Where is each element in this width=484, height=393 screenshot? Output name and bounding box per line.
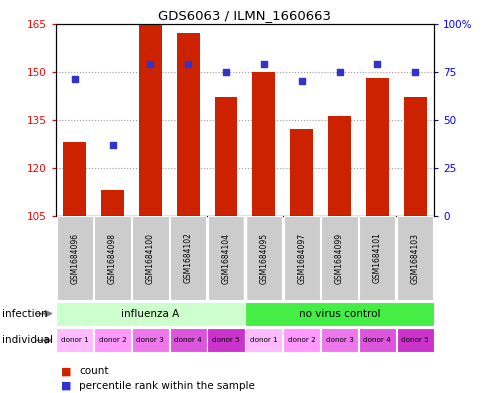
Point xyxy=(410,68,418,75)
Text: count: count xyxy=(79,366,108,376)
Text: donor 4: donor 4 xyxy=(174,337,202,343)
Text: no virus control: no virus control xyxy=(298,309,379,319)
Bar xyxy=(57,216,92,300)
Bar xyxy=(177,33,199,216)
Bar xyxy=(403,97,425,216)
Bar xyxy=(252,72,274,216)
Point xyxy=(373,61,380,67)
Bar xyxy=(63,142,86,216)
Bar xyxy=(207,328,244,353)
Text: individual: individual xyxy=(2,335,53,345)
Text: percentile rank within the sample: percentile rank within the sample xyxy=(79,381,255,391)
Point xyxy=(71,76,78,83)
Bar xyxy=(396,328,433,353)
Title: GDS6063 / ILMN_1660663: GDS6063 / ILMN_1660663 xyxy=(158,9,331,22)
Text: donor 3: donor 3 xyxy=(325,337,353,343)
Text: influenza A: influenza A xyxy=(121,309,179,319)
Text: donor 2: donor 2 xyxy=(98,337,126,343)
Bar xyxy=(328,116,350,216)
Text: GSM1684103: GSM1684103 xyxy=(410,233,419,283)
Bar xyxy=(245,328,282,353)
Text: donor 5: donor 5 xyxy=(212,337,240,343)
Point xyxy=(146,61,154,67)
Point xyxy=(335,68,343,75)
Bar xyxy=(208,216,243,300)
Text: ■: ■ xyxy=(60,366,71,376)
Bar xyxy=(321,216,357,300)
Bar xyxy=(101,190,123,216)
Text: donor 4: donor 4 xyxy=(363,337,391,343)
Bar xyxy=(396,216,432,300)
Text: infection: infection xyxy=(2,309,48,319)
Bar xyxy=(169,328,206,353)
Text: donor 1: donor 1 xyxy=(60,337,89,343)
Bar xyxy=(245,216,281,300)
Point xyxy=(297,78,305,84)
Bar xyxy=(320,328,357,353)
Bar xyxy=(365,78,388,216)
Bar xyxy=(283,328,319,353)
Bar xyxy=(283,216,319,300)
Bar xyxy=(214,97,237,216)
Text: GSM1684100: GSM1684100 xyxy=(146,233,154,283)
Bar xyxy=(94,328,131,353)
Text: donor 5: donor 5 xyxy=(400,337,428,343)
Bar xyxy=(290,129,312,216)
Bar xyxy=(56,301,244,326)
Point xyxy=(259,61,267,67)
Text: GSM1684098: GSM1684098 xyxy=(108,233,117,283)
Bar xyxy=(245,301,433,326)
Bar xyxy=(170,216,206,300)
Bar xyxy=(56,328,93,353)
Text: GSM1684101: GSM1684101 xyxy=(372,233,381,283)
Bar xyxy=(94,216,130,300)
Bar xyxy=(132,328,168,353)
Bar xyxy=(359,216,394,300)
Text: donor 1: donor 1 xyxy=(249,337,277,343)
Point xyxy=(184,61,192,67)
Text: donor 3: donor 3 xyxy=(136,337,164,343)
Text: GSM1684097: GSM1684097 xyxy=(297,232,305,284)
Text: donor 2: donor 2 xyxy=(287,337,315,343)
Point xyxy=(222,68,229,75)
Text: GSM1684099: GSM1684099 xyxy=(334,232,343,284)
Point xyxy=(108,141,116,148)
Text: GSM1684102: GSM1684102 xyxy=(183,233,192,283)
Text: GSM1684096: GSM1684096 xyxy=(70,232,79,284)
Text: GSM1684095: GSM1684095 xyxy=(259,232,268,284)
Bar xyxy=(358,328,395,353)
Bar xyxy=(132,216,168,300)
Text: GSM1684104: GSM1684104 xyxy=(221,233,230,283)
Bar xyxy=(139,24,161,216)
Text: ■: ■ xyxy=(60,381,71,391)
